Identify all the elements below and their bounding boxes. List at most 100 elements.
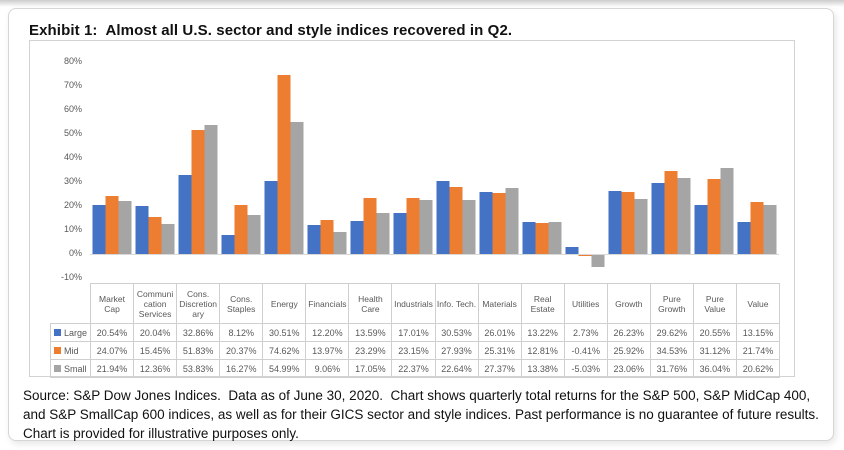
table-cell: 17.01% xyxy=(391,323,436,342)
bar-large-13 xyxy=(608,191,622,254)
table-cell: -5.03% xyxy=(563,359,608,378)
table-cell: 25.92% xyxy=(606,341,651,360)
table-cell: 54.99% xyxy=(262,359,307,378)
bar-group xyxy=(736,41,779,281)
table-col-header: Pure Growth xyxy=(649,283,694,324)
bar-large-11 xyxy=(522,222,536,254)
table-cell: 22.37% xyxy=(391,359,436,378)
bar-mid-5 xyxy=(277,74,291,254)
table-cell: 23.15% xyxy=(391,341,436,360)
bar-mid-16 xyxy=(750,201,764,254)
source-note: Source: S&P Dow Jones Indices. Data as o… xyxy=(23,388,827,442)
bar-small-2 xyxy=(161,224,175,254)
table-cell: 21.74% xyxy=(735,341,781,360)
y-axis-tick-label: 30% xyxy=(63,176,82,186)
table-cell: 16.27% xyxy=(219,359,264,378)
table-row-mid: Mid 24.07% 15.45% 51.83% 20.37% 74.62% 13.97% 2… xyxy=(50,341,781,360)
bar-group xyxy=(305,41,348,281)
bar-small-1 xyxy=(118,201,132,254)
table-cell: 8.12% xyxy=(219,323,264,342)
bar-mid-13 xyxy=(621,191,635,254)
bar-group xyxy=(391,41,434,281)
bar-cluster xyxy=(92,41,132,281)
y-axis-tick-label: 40% xyxy=(63,152,82,162)
table-col-header: Value xyxy=(735,283,781,324)
bar-cluster xyxy=(522,41,562,281)
table-cell: 27.37% xyxy=(477,359,522,378)
bar-group xyxy=(90,41,133,281)
bar-large-3 xyxy=(178,175,192,254)
bar-cluster xyxy=(221,41,261,281)
legend-label: Large xyxy=(64,327,88,338)
legend-key-mid: Mid xyxy=(50,341,91,360)
table-col-header: Growth xyxy=(606,283,651,324)
table-col-header: Real Estate xyxy=(520,283,565,324)
table-col-header: Energy xyxy=(262,283,307,324)
table-col-header: Industrials xyxy=(391,283,436,324)
bar-large-14 xyxy=(651,182,665,254)
table-cell: 2.73% xyxy=(563,323,608,342)
table-cell: 24.07% xyxy=(89,341,135,360)
table-cell: 74.62% xyxy=(262,341,307,360)
bar-large-9 xyxy=(436,180,450,254)
table-col-header: Financials xyxy=(305,283,350,324)
table-cell: 26.01% xyxy=(477,323,522,342)
table-cell: 17.05% xyxy=(348,359,393,378)
table-col-header: Health Care xyxy=(348,283,393,324)
table-cell: 34.53% xyxy=(649,341,694,360)
bar-large-16 xyxy=(737,222,751,254)
bar-large-7 xyxy=(350,221,364,254)
bar-small-3 xyxy=(204,124,218,254)
bar-group xyxy=(262,41,305,281)
y-axis-tick-label: -10% xyxy=(60,272,82,282)
bar-large-5 xyxy=(264,180,278,254)
table-cell: 53.83% xyxy=(176,359,221,378)
legend-marker-icon xyxy=(54,347,61,354)
data-table: Market Cap Communi cation Services Cons. D… xyxy=(50,283,781,378)
y-axis-tick-label: 60% xyxy=(63,104,82,114)
bar-mid-10 xyxy=(492,193,506,254)
table-cell: 23.29% xyxy=(348,341,393,360)
table-cell: 27.93% xyxy=(434,341,479,360)
table-cell: 13.15% xyxy=(735,323,781,342)
table-col-header: Cons. Staples xyxy=(219,283,264,324)
bar-cluster xyxy=(350,41,390,281)
bar-mid-15 xyxy=(707,179,721,254)
zero-axis-line xyxy=(90,254,779,255)
table-cell: 23.06% xyxy=(606,359,651,378)
table-col-header: Market Cap xyxy=(89,283,135,324)
bar-small-14 xyxy=(677,177,691,254)
table-cell: 12.36% xyxy=(133,359,178,378)
bar-small-13 xyxy=(634,198,648,254)
bar-mid-12 xyxy=(578,255,592,256)
table-cell: 20.62% xyxy=(735,359,781,378)
bar-small-10 xyxy=(505,188,519,254)
bar-mid-8 xyxy=(406,198,420,254)
bar-cluster xyxy=(737,41,777,281)
table-cell: 31.12% xyxy=(692,341,737,360)
bar-small-4 xyxy=(247,214,261,254)
bar-small-5 xyxy=(290,122,304,254)
y-axis-tick-label: 20% xyxy=(63,200,82,210)
table-cell: 21.94% xyxy=(89,359,135,378)
table-col-header: Pure Value xyxy=(692,283,737,324)
bar-cluster xyxy=(565,41,605,281)
bar-mid-3 xyxy=(191,129,205,254)
bar-small-7 xyxy=(376,213,390,254)
bar-mid-11 xyxy=(535,223,549,254)
table-cell: 51.83% xyxy=(176,341,221,360)
bar-group xyxy=(564,41,607,281)
table-cell: -0.41% xyxy=(563,341,608,360)
bar-small-15 xyxy=(720,167,734,254)
y-axis: 80% 70% 60% 50% 40% 30% 20% 10% 0% -10% xyxy=(30,41,82,282)
legend-key-large: Large xyxy=(50,323,91,342)
bar-group xyxy=(176,41,219,281)
plot-area xyxy=(90,41,779,281)
bar-large-1 xyxy=(92,204,106,254)
bar-group xyxy=(607,41,650,281)
y-axis-tick-label: 80% xyxy=(63,56,82,66)
bar-cluster xyxy=(608,41,648,281)
bar-small-6 xyxy=(333,232,347,254)
bar-small-12 xyxy=(591,255,605,268)
exhibit-title: Exhibit 1: Almost all U.S. sector and st… xyxy=(29,22,513,39)
